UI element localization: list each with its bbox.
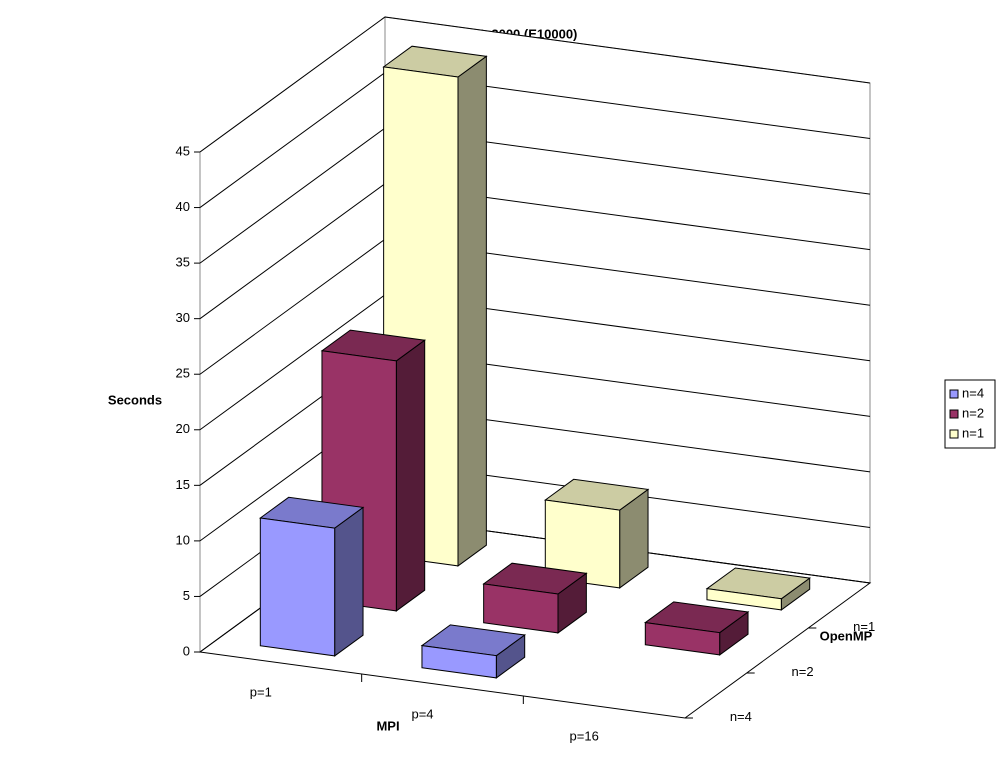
legend-label: n=1 (962, 425, 984, 440)
y-tick-label: 35 (176, 255, 190, 270)
bar-front (644, 621, 721, 656)
legend-swatch (949, 389, 959, 399)
z-axis-title: OpenMP (820, 628, 873, 643)
x-tick-label: p=1 (250, 684, 272, 699)
y-tick-label: 5 (183, 588, 190, 603)
legend-label: n=2 (962, 405, 984, 420)
bar-front (483, 583, 559, 634)
y-tick-label: 0 (183, 643, 190, 658)
bar-side (457, 55, 487, 567)
legend-swatch (949, 429, 959, 439)
bar (259, 496, 365, 657)
bar-front (706, 588, 782, 611)
bar-side (334, 506, 364, 657)
grid-line (199, 16, 871, 153)
bar (420, 624, 526, 679)
bar-front (544, 499, 621, 589)
legend-swatch (949, 409, 959, 419)
bar (705, 567, 811, 611)
legend-label: n=4 (962, 385, 984, 400)
y-tick-label: 10 (176, 532, 190, 547)
z-tick-label: n=2 (792, 664, 814, 679)
y-tick-label: 40 (176, 199, 190, 214)
bar-side (395, 339, 426, 612)
y-tick-label: 30 (176, 310, 190, 325)
bar (544, 478, 650, 589)
y-tick-label: 45 (176, 143, 190, 158)
x-axis-title: MPI (376, 718, 399, 733)
x-tick-label: p=4 (411, 706, 433, 721)
bar-front (259, 517, 336, 657)
y-tick-label: 20 (176, 421, 190, 436)
bar-front (421, 644, 497, 679)
x-tick-label: p=16 (570, 728, 599, 743)
y-tick-label: 25 (176, 366, 190, 381)
bar (482, 562, 588, 634)
y-axis-title: Seconds (108, 392, 162, 407)
y-tick-label: 15 (176, 477, 190, 492)
z-tick-label: n=4 (730, 709, 752, 724)
z-tick-label: n=1 (853, 619, 875, 634)
bar (644, 601, 750, 656)
